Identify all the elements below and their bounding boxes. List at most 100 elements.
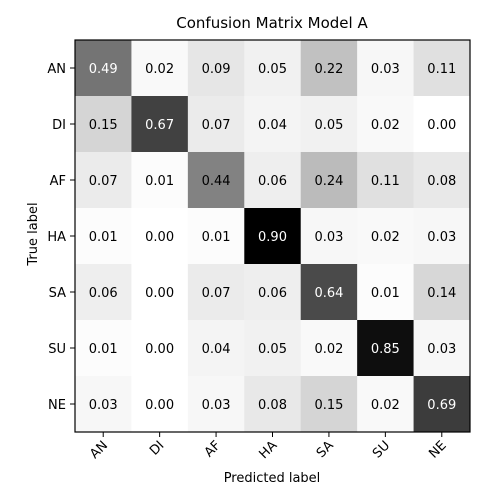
cell-value-label: 0.02 xyxy=(371,230,400,245)
heatmap-cell xyxy=(131,376,189,433)
heatmap-cell xyxy=(244,320,302,377)
heatmap-cell xyxy=(413,96,471,153)
x-tick-label: NE xyxy=(426,438,449,461)
heatmap-cell xyxy=(75,376,132,433)
cell-value-label: 0.01 xyxy=(89,342,118,357)
y-tick-label: AF xyxy=(50,174,66,189)
heatmap-cell xyxy=(131,208,189,265)
heatmap-cell xyxy=(75,208,132,265)
cell-value-label: 0.04 xyxy=(202,342,231,357)
heatmap-cell xyxy=(244,152,302,209)
chart-title: Confusion Matrix Model A xyxy=(176,14,368,32)
x-tick-label: AN xyxy=(87,438,111,462)
heatmap-cell xyxy=(131,40,189,97)
cell-value-label: 0.00 xyxy=(145,398,174,413)
heatmap-cell xyxy=(413,320,471,377)
y-tick-label: DI xyxy=(52,118,66,133)
heatmap-cell xyxy=(300,376,358,433)
heatmap-cell xyxy=(131,264,189,321)
cell-value-label: 0.09 xyxy=(202,62,231,77)
heatmap-cell xyxy=(75,264,132,321)
cell-value-label: 0.49 xyxy=(89,62,118,77)
heatmap-cell xyxy=(357,152,415,209)
heatmap-cell xyxy=(357,96,415,153)
heatmap-cell xyxy=(357,40,415,97)
y-tick-label: AN xyxy=(47,62,66,77)
heatmap-cell xyxy=(131,96,189,153)
cell-value-label: 0.14 xyxy=(427,286,456,301)
cell-value-label: 0.05 xyxy=(258,62,287,77)
y-axis-ticks: AN DI AF HA SA SU NE xyxy=(47,62,75,413)
cell-value-label: 0.03 xyxy=(202,398,231,413)
heatmap-cell xyxy=(187,96,245,153)
cell-value-label: 0.24 xyxy=(314,174,343,189)
cell-value-label: 0.07 xyxy=(202,118,231,133)
cell-value-label: 0.02 xyxy=(371,398,400,413)
cell-value-label: 0.01 xyxy=(145,174,174,189)
y-tick-label: SA xyxy=(49,286,66,301)
cell-value-label: 0.01 xyxy=(89,230,118,245)
cell-value-label: 0.08 xyxy=(258,398,287,413)
heatmap-cell xyxy=(300,96,358,153)
cell-value-label: 0.03 xyxy=(89,398,118,413)
y-tick-label: SU xyxy=(48,342,66,357)
heatmap-cell xyxy=(75,96,132,153)
y-tick-label: HA xyxy=(47,230,66,245)
cell-value-label: 0.22 xyxy=(314,62,343,77)
heatmap-cell xyxy=(75,320,132,377)
heatmap-cell xyxy=(357,264,415,321)
y-axis-label: True label xyxy=(26,202,41,266)
heatmap-cell xyxy=(357,208,415,265)
heatmap-cell xyxy=(357,320,415,377)
heatmap-cell xyxy=(300,40,358,97)
heatmap-cell xyxy=(75,40,132,97)
cell-value-label: 0.04 xyxy=(258,118,287,133)
heatmap-cell xyxy=(300,152,358,209)
cell-value-label: 0.02 xyxy=(371,118,400,133)
heatmap-cell xyxy=(244,208,302,265)
cell-value-label: 0.06 xyxy=(258,174,287,189)
cell-value-label: 0.11 xyxy=(371,174,400,189)
heatmap-cell xyxy=(131,152,189,209)
x-tick-label: HA xyxy=(257,438,281,462)
cell-value-label: 0.44 xyxy=(202,174,231,189)
heatmap-cell xyxy=(300,264,358,321)
y-tick-label: NE xyxy=(48,398,66,413)
x-tick-label: DI xyxy=(147,438,167,458)
heatmap-cell xyxy=(187,264,245,321)
heatmap-cell-labels: 0.49 0.02 0.09 0.05 0.22 0.03 0.11 0.15 0.67 0.07… xyxy=(89,62,457,413)
heatmap-cell xyxy=(300,208,358,265)
heatmap-cell xyxy=(244,96,302,153)
heatmap-cell xyxy=(244,376,302,433)
x-tick-label: AF xyxy=(202,438,224,460)
heatmap-cell xyxy=(244,264,302,321)
heatmap-cell xyxy=(413,208,471,265)
heatmap-cell xyxy=(187,208,245,265)
cell-value-label: 0.64 xyxy=(314,286,343,301)
cell-value-label: 0.06 xyxy=(89,286,118,301)
cell-value-label: 0.00 xyxy=(145,342,174,357)
cell-value-label: 0.03 xyxy=(427,342,456,357)
cell-value-label: 0.00 xyxy=(145,230,174,245)
heatmap-cell xyxy=(75,152,132,209)
cell-value-label: 0.67 xyxy=(145,118,174,133)
cell-value-label: 0.15 xyxy=(89,118,118,133)
cell-value-label: 0.06 xyxy=(258,286,287,301)
heatmap-cell xyxy=(187,320,245,377)
heatmap-cell xyxy=(300,320,358,377)
heatmap-cell xyxy=(413,152,471,209)
cell-value-label: 0.03 xyxy=(371,62,400,77)
heatmap-cell xyxy=(187,40,245,97)
cell-value-label: 0.69 xyxy=(427,398,456,413)
cell-value-label: 0.03 xyxy=(427,230,456,245)
heatmap-cell xyxy=(357,376,415,433)
heatmap-cell xyxy=(187,152,245,209)
cell-value-label: 0.07 xyxy=(202,286,231,301)
cell-value-label: 0.02 xyxy=(314,342,343,357)
heatmap-cell xyxy=(413,264,471,321)
x-axis-label: Predicted label xyxy=(224,471,321,486)
cell-value-label: 0.85 xyxy=(371,342,400,357)
cell-value-label: 0.15 xyxy=(314,398,343,413)
x-axis-ticks: AN DI AF HA SA SU NE xyxy=(87,432,450,462)
